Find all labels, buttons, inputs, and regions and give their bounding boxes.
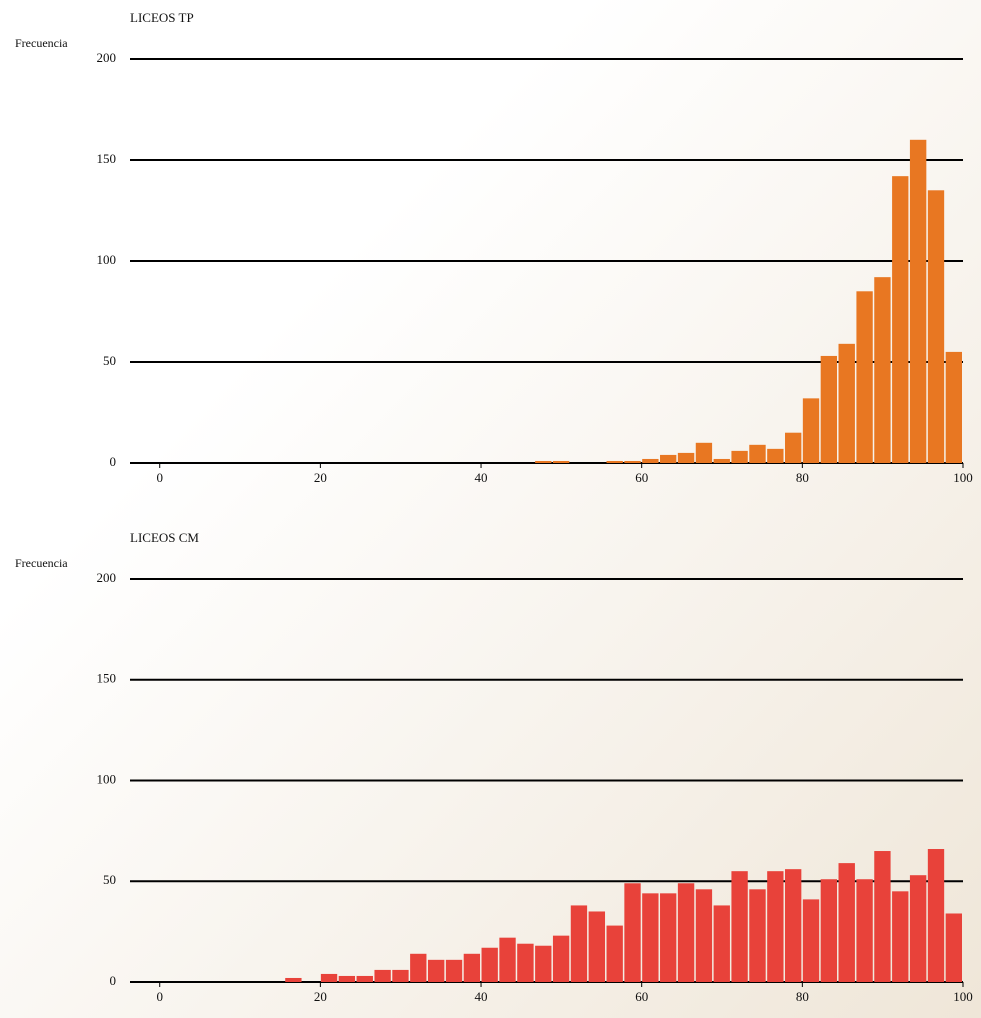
bar: [802, 899, 820, 982]
x-tick-label: 0: [156, 470, 163, 485]
bar: [785, 432, 802, 463]
bar: [892, 176, 909, 463]
bar: [356, 975, 373, 982]
bar: [820, 355, 838, 463]
bar: [785, 869, 802, 982]
x-tick-label: 60: [635, 989, 648, 1004]
y-tick-label: 50: [103, 353, 116, 368]
bar: [677, 452, 695, 463]
bar: [535, 945, 552, 982]
x-tick-label: 100: [953, 470, 973, 485]
bar: [624, 460, 641, 463]
bar: [392, 969, 409, 982]
x-tick-label: 60: [635, 470, 648, 485]
bar: [517, 943, 534, 982]
bar: [660, 893, 677, 982]
y-tick-label: 50: [103, 872, 116, 887]
bar: [463, 953, 481, 982]
bar: [927, 190, 945, 464]
bar: [927, 849, 945, 982]
bar: [285, 977, 302, 982]
bar: [499, 937, 516, 982]
y-tick-label: 150: [97, 151, 117, 166]
y-tick-label: 0: [110, 454, 117, 469]
bar: [767, 871, 784, 982]
x-tick-label: 80: [796, 989, 809, 1004]
bar: [838, 863, 855, 982]
bar: [660, 454, 677, 463]
bar: [713, 905, 730, 982]
x-tick-label: 0: [156, 989, 163, 1004]
x-tick-label: 40: [475, 989, 488, 1004]
y-tick-label: 200: [97, 570, 117, 585]
bar: [749, 444, 766, 463]
y-tick-label: 150: [97, 671, 117, 686]
bar: [695, 442, 713, 463]
bar: [552, 460, 570, 463]
y-axis-label: Frecuencia: [15, 36, 68, 50]
bar: [909, 875, 927, 982]
bar: [624, 883, 641, 982]
bar: [874, 277, 891, 463]
y-tick-label: 100: [97, 771, 117, 786]
bar: [338, 975, 356, 982]
y-tick-label: 0: [110, 973, 117, 988]
bar: [945, 913, 962, 982]
x-tick-label: 40: [475, 470, 488, 485]
chart-title: LICEOS TP: [130, 10, 194, 25]
bar: [642, 458, 659, 463]
bar: [838, 343, 855, 463]
bar: [535, 460, 552, 463]
bar: [749, 889, 766, 982]
bar: [677, 883, 695, 982]
bar: [731, 871, 748, 982]
bar: [695, 889, 713, 982]
bar: [802, 398, 820, 463]
x-tick-label: 100: [953, 989, 973, 1004]
bar: [874, 851, 891, 982]
x-tick-label: 20: [314, 989, 327, 1004]
bar: [374, 969, 391, 982]
bar: [410, 953, 427, 982]
bar: [642, 893, 659, 982]
bar: [713, 458, 730, 463]
bar: [445, 959, 463, 982]
bar: [767, 448, 784, 463]
bar: [320, 973, 338, 982]
bar: [856, 291, 873, 463]
bar: [892, 891, 909, 982]
y-tick-label: 200: [97, 50, 117, 65]
bar: [606, 925, 623, 982]
chart-title: LICEOS CM: [130, 530, 199, 545]
bar: [731, 450, 748, 463]
bar: [552, 935, 570, 982]
bar: [820, 879, 838, 982]
x-tick-label: 80: [796, 470, 809, 485]
bar: [856, 879, 873, 982]
bar: [427, 959, 445, 982]
bar: [481, 947, 498, 982]
bar: [909, 139, 927, 464]
y-tick-label: 100: [97, 252, 117, 267]
bar: [570, 905, 588, 982]
y-axis-label: Frecuencia: [15, 556, 68, 570]
bar: [588, 911, 606, 982]
x-tick-label: 20: [314, 470, 327, 485]
bar: [606, 460, 623, 463]
bar: [945, 351, 962, 463]
